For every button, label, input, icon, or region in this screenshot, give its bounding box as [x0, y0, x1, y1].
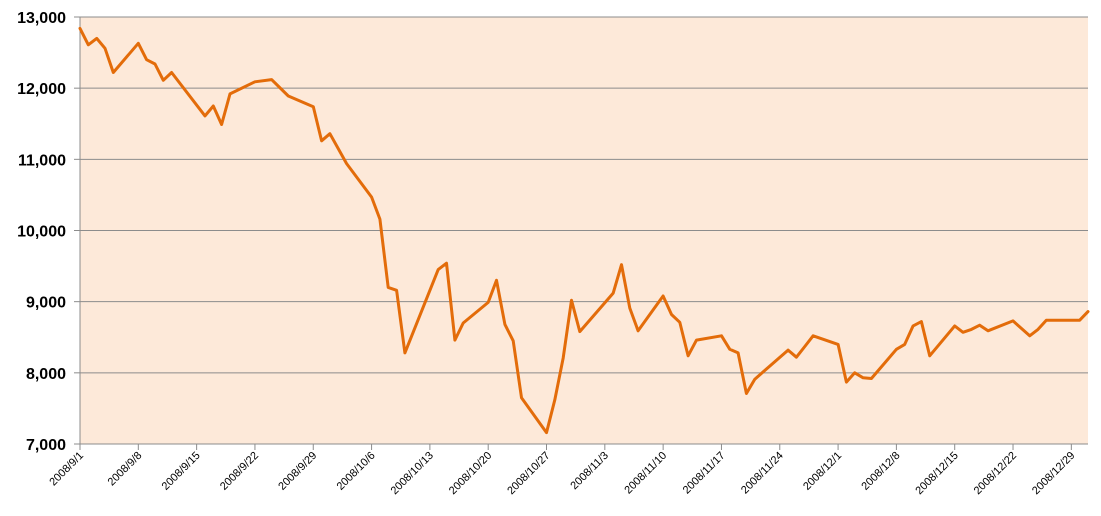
x-tick-label: 2008/12/8 — [859, 450, 902, 493]
y-tick-label: 9,000 — [26, 295, 66, 312]
axes — [79, 17, 1088, 450]
x-tick-label: 2008/9/22 — [218, 450, 261, 493]
x-tick-label: 2008/11/17 — [681, 450, 728, 497]
x-tick-label: 2008/10/27 — [505, 450, 552, 497]
y-tick-label: 12,000 — [17, 81, 66, 98]
x-tick-label: 2008/12/15 — [913, 450, 960, 497]
x-tick-label: 2008/12/1 — [801, 450, 844, 493]
x-tick-label: 2008/11/24 — [739, 450, 786, 497]
x-axis-tick-labels: 2008/9/1 2008/9/8 2008/9/15 2008/9/22 2008/9… — [47, 450, 1077, 497]
series-line — [78, 26, 1090, 435]
x-tick-label: 2008/10/13 — [389, 450, 436, 497]
x-tick-label: 2008/12/29 — [1030, 450, 1077, 497]
x-tick-label: 2008/11/3 — [568, 450, 611, 493]
y-tick-label: 10,000 — [17, 224, 66, 241]
y-tick-label: 13,000 — [17, 10, 66, 27]
x-tick-label: 2008/10/6 — [335, 450, 378, 493]
y-tick-label: 8,000 — [26, 366, 66, 383]
x-tick-label: 2008/9/1 — [47, 450, 86, 489]
x-tick-label: 2008/10/20 — [447, 450, 494, 497]
x-tick-label: 2008/9/15 — [160, 450, 203, 493]
x-tick-label: 2008/12/22 — [972, 450, 1019, 497]
y-axis-tick-labels: 7,000 8,000 9,000 10,000 11,000 12,000 13,000 — [17, 10, 66, 454]
gridlines — [74, 16, 1088, 445]
y-tick-label: 11,000 — [18, 152, 66, 169]
y-tick-label: 7,000 — [26, 437, 66, 454]
x-tick-label: 2008/9/8 — [106, 450, 145, 489]
x-tick-label: 2008/11/10 — [622, 450, 669, 497]
x-tick-label: 2008/9/29 — [276, 450, 319, 493]
